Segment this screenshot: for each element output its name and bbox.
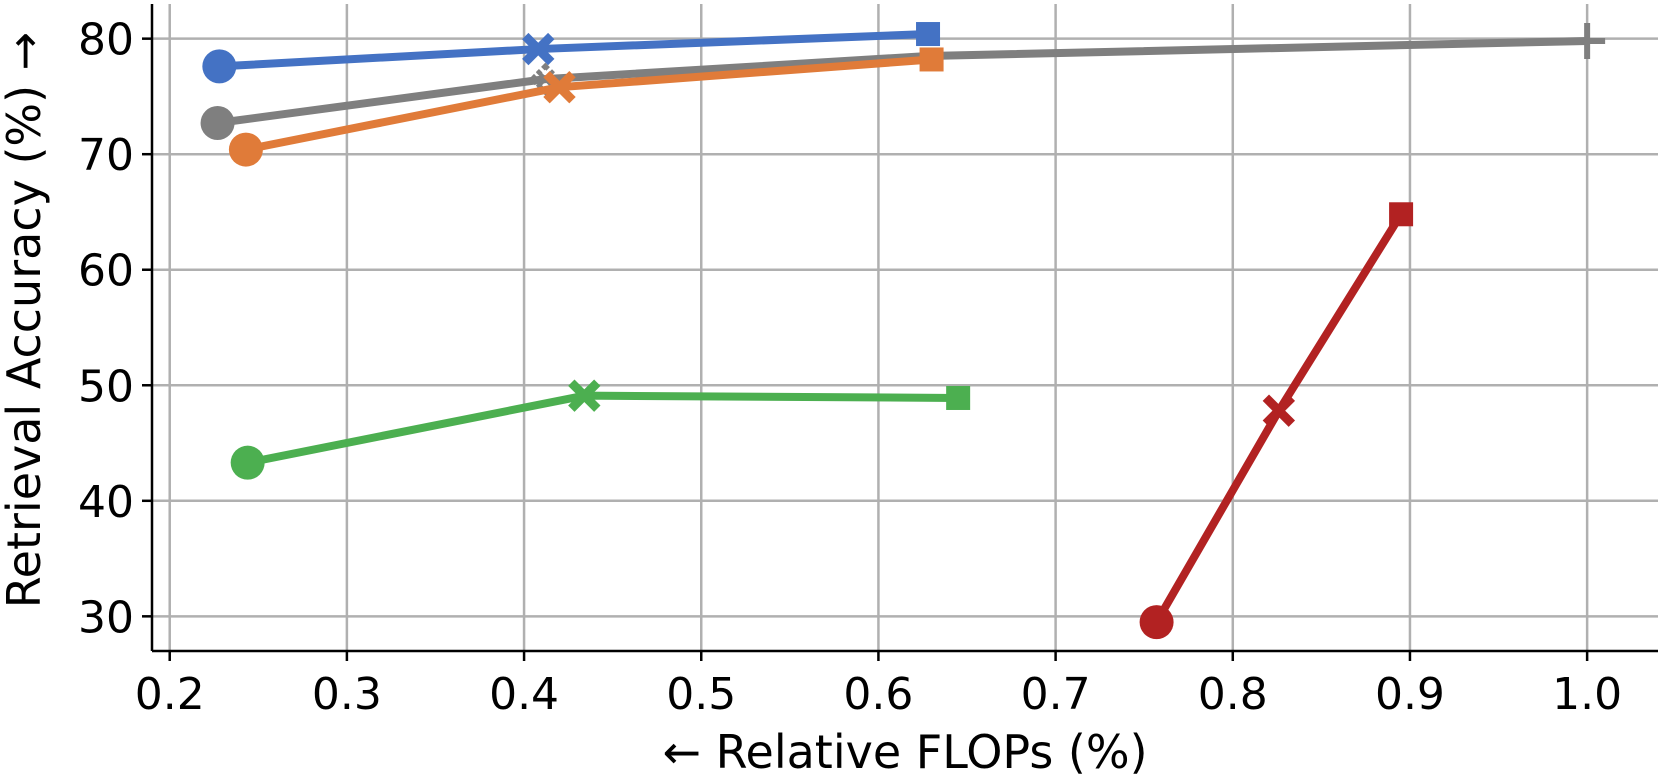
x-tick-label: 0.8 (1198, 669, 1268, 720)
data-point (543, 71, 576, 104)
data-point (200, 106, 235, 141)
x-axis-title: ← Relative FLOPs (%) (662, 725, 1147, 779)
data-point (228, 132, 263, 167)
y-tick-label: 40 (78, 477, 134, 528)
data-point (1389, 202, 1414, 227)
series (200, 22, 1606, 640)
series-red (1139, 202, 1414, 640)
series-orange (228, 47, 944, 167)
x-tick-label: 0.4 (489, 669, 559, 720)
series-blue (202, 22, 941, 84)
x-tick-label: 0.7 (1021, 669, 1091, 720)
ticks: 0.2 0.3 0.4 0.5 0.6 0.7 0.8 0.9 1.0 30 40 50 60 70 80 (78, 15, 1622, 720)
y-tick-label: 50 (78, 361, 134, 412)
data-point (230, 445, 265, 480)
y-tick-label: 80 (78, 15, 134, 66)
x-tick-label: 0.3 (312, 669, 382, 720)
axes (150, 4, 1658, 653)
x-tick-label: 0.5 (666, 669, 736, 720)
series-line-gray (217, 36, 1588, 127)
grid (152, 4, 1658, 651)
x-tick-label: 0.6 (843, 669, 913, 720)
data-point (916, 22, 941, 47)
y-tick-label: 70 (78, 130, 134, 181)
series-line-red (1153, 212, 1405, 625)
data-point (202, 49, 237, 84)
data-point (919, 47, 944, 72)
x-tick-label: 0.2 (135, 669, 205, 720)
y-tick-label: 60 (78, 246, 134, 297)
data-point (946, 385, 971, 410)
series-gray (200, 22, 1606, 141)
data-point (1139, 605, 1174, 640)
data-point (568, 379, 601, 412)
y-tick-label: 30 (78, 592, 134, 643)
y-axis-title: Retrieval Accuracy (%) → (0, 32, 51, 608)
series-line-green (246, 391, 959, 467)
data-point (1569, 22, 1606, 59)
x-tick-label: 0.9 (1375, 669, 1445, 720)
data-point (1262, 394, 1296, 427)
x-tick-label: 1.0 (1552, 669, 1622, 720)
series-green (230, 379, 971, 480)
data-point (522, 32, 555, 66)
